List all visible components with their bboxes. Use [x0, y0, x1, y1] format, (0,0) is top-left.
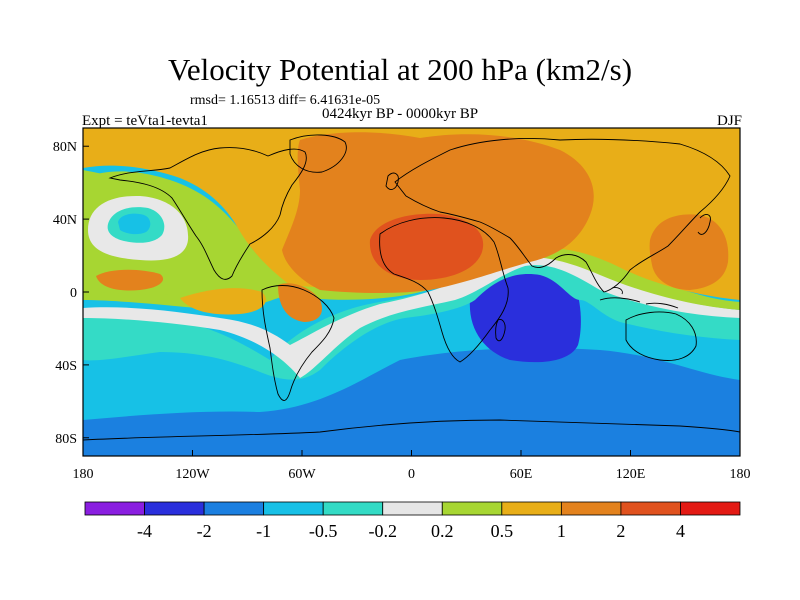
lon-tick-label: 60W [288, 467, 316, 482]
velocity-potential-field [83, 128, 740, 456]
colorbar-label: -4 [137, 521, 152, 541]
coast-greenland [289, 134, 347, 173]
lon-tick-label: 0 [408, 467, 415, 482]
coast-uk [385, 172, 399, 190]
colorbar-label: -0.5 [309, 521, 338, 541]
colorbar-swatch [203, 501, 265, 516]
colorbar-swatch [620, 501, 681, 516]
field-orange-epac [96, 269, 164, 291]
coast-africa [379, 217, 509, 363]
colorbar-label: -1 [256, 521, 271, 541]
colorbar-label: 4 [676, 521, 685, 541]
coast-eurasia [394, 138, 731, 293]
lon-tick-label: 180 [730, 467, 751, 482]
field-ep-yellow [180, 288, 266, 315]
colorbar-swatch [84, 501, 145, 516]
colorbar-swatch [680, 501, 741, 516]
lat-tick-label: 80N [53, 140, 77, 155]
coast-antarctica [83, 419, 740, 441]
lat-tick-label: 40N [53, 213, 77, 228]
field-deep-low [469, 260, 581, 363]
season-label: DJF [716, 113, 742, 129]
field-orange-wpac [649, 214, 729, 290]
field-far-south [83, 348, 740, 456]
colorbar-label: 2 [616, 521, 625, 541]
axis-ticks: 180 120W 60W 0 60E 120E 180 80N 40N 0 40S 80S [53, 140, 751, 482]
coast-madagascar [495, 319, 506, 342]
colorbar-label: 0.2 [431, 521, 454, 541]
colorbar-label: -0.2 [368, 521, 397, 541]
coast-indonesia [599, 287, 679, 309]
lon-tick-label: 180 [73, 467, 94, 482]
colorbar-swatch [441, 501, 503, 516]
chart-title: Velocity Potential at 200 hPa (km2/s) [167, 52, 633, 87]
colorbar-label: 1 [557, 521, 566, 541]
lon-tick-label: 120W [175, 467, 210, 482]
colorbar-swatch [322, 501, 384, 516]
lat-tick-label: 40S [55, 359, 77, 374]
colorbar-swatch [144, 501, 205, 516]
coastlines [83, 134, 740, 441]
lon-tick-label: 60E [510, 467, 533, 482]
field-red-core [369, 213, 484, 280]
field-teal-band [83, 256, 740, 380]
stats-line: rmsd= 1.16513 diff= 6.41631e-05 [190, 93, 381, 108]
colorbar-label: -2 [197, 521, 212, 541]
field-npac-low [118, 213, 151, 235]
colorbar-swatch [263, 501, 324, 516]
lon-tick-label: 120E [616, 467, 646, 482]
field-light-green [83, 171, 740, 310]
colorbar-swatch [382, 501, 443, 516]
coast-japan [697, 214, 711, 235]
field-orange-main [282, 132, 594, 293]
colorbar: -4 -2 -1 -0.5 -0.2 0.2 0.5 1 2 4 [84, 501, 741, 541]
lat-tick-label: 80S [55, 432, 77, 447]
experiment-label: Expt = teVta1-tevta1 [82, 113, 208, 129]
colorbar-swatch [560, 501, 622, 516]
coast-australia [625, 311, 697, 361]
coast-south-america [261, 285, 335, 401]
period-label: 0424kyr BP - 0000kyr BP [322, 106, 479, 122]
colorbar-swatch [501, 501, 562, 516]
colorbar-label: 0.5 [491, 521, 514, 541]
lat-tick-label: 0 [70, 286, 77, 301]
coast-north-america [108, 147, 307, 280]
